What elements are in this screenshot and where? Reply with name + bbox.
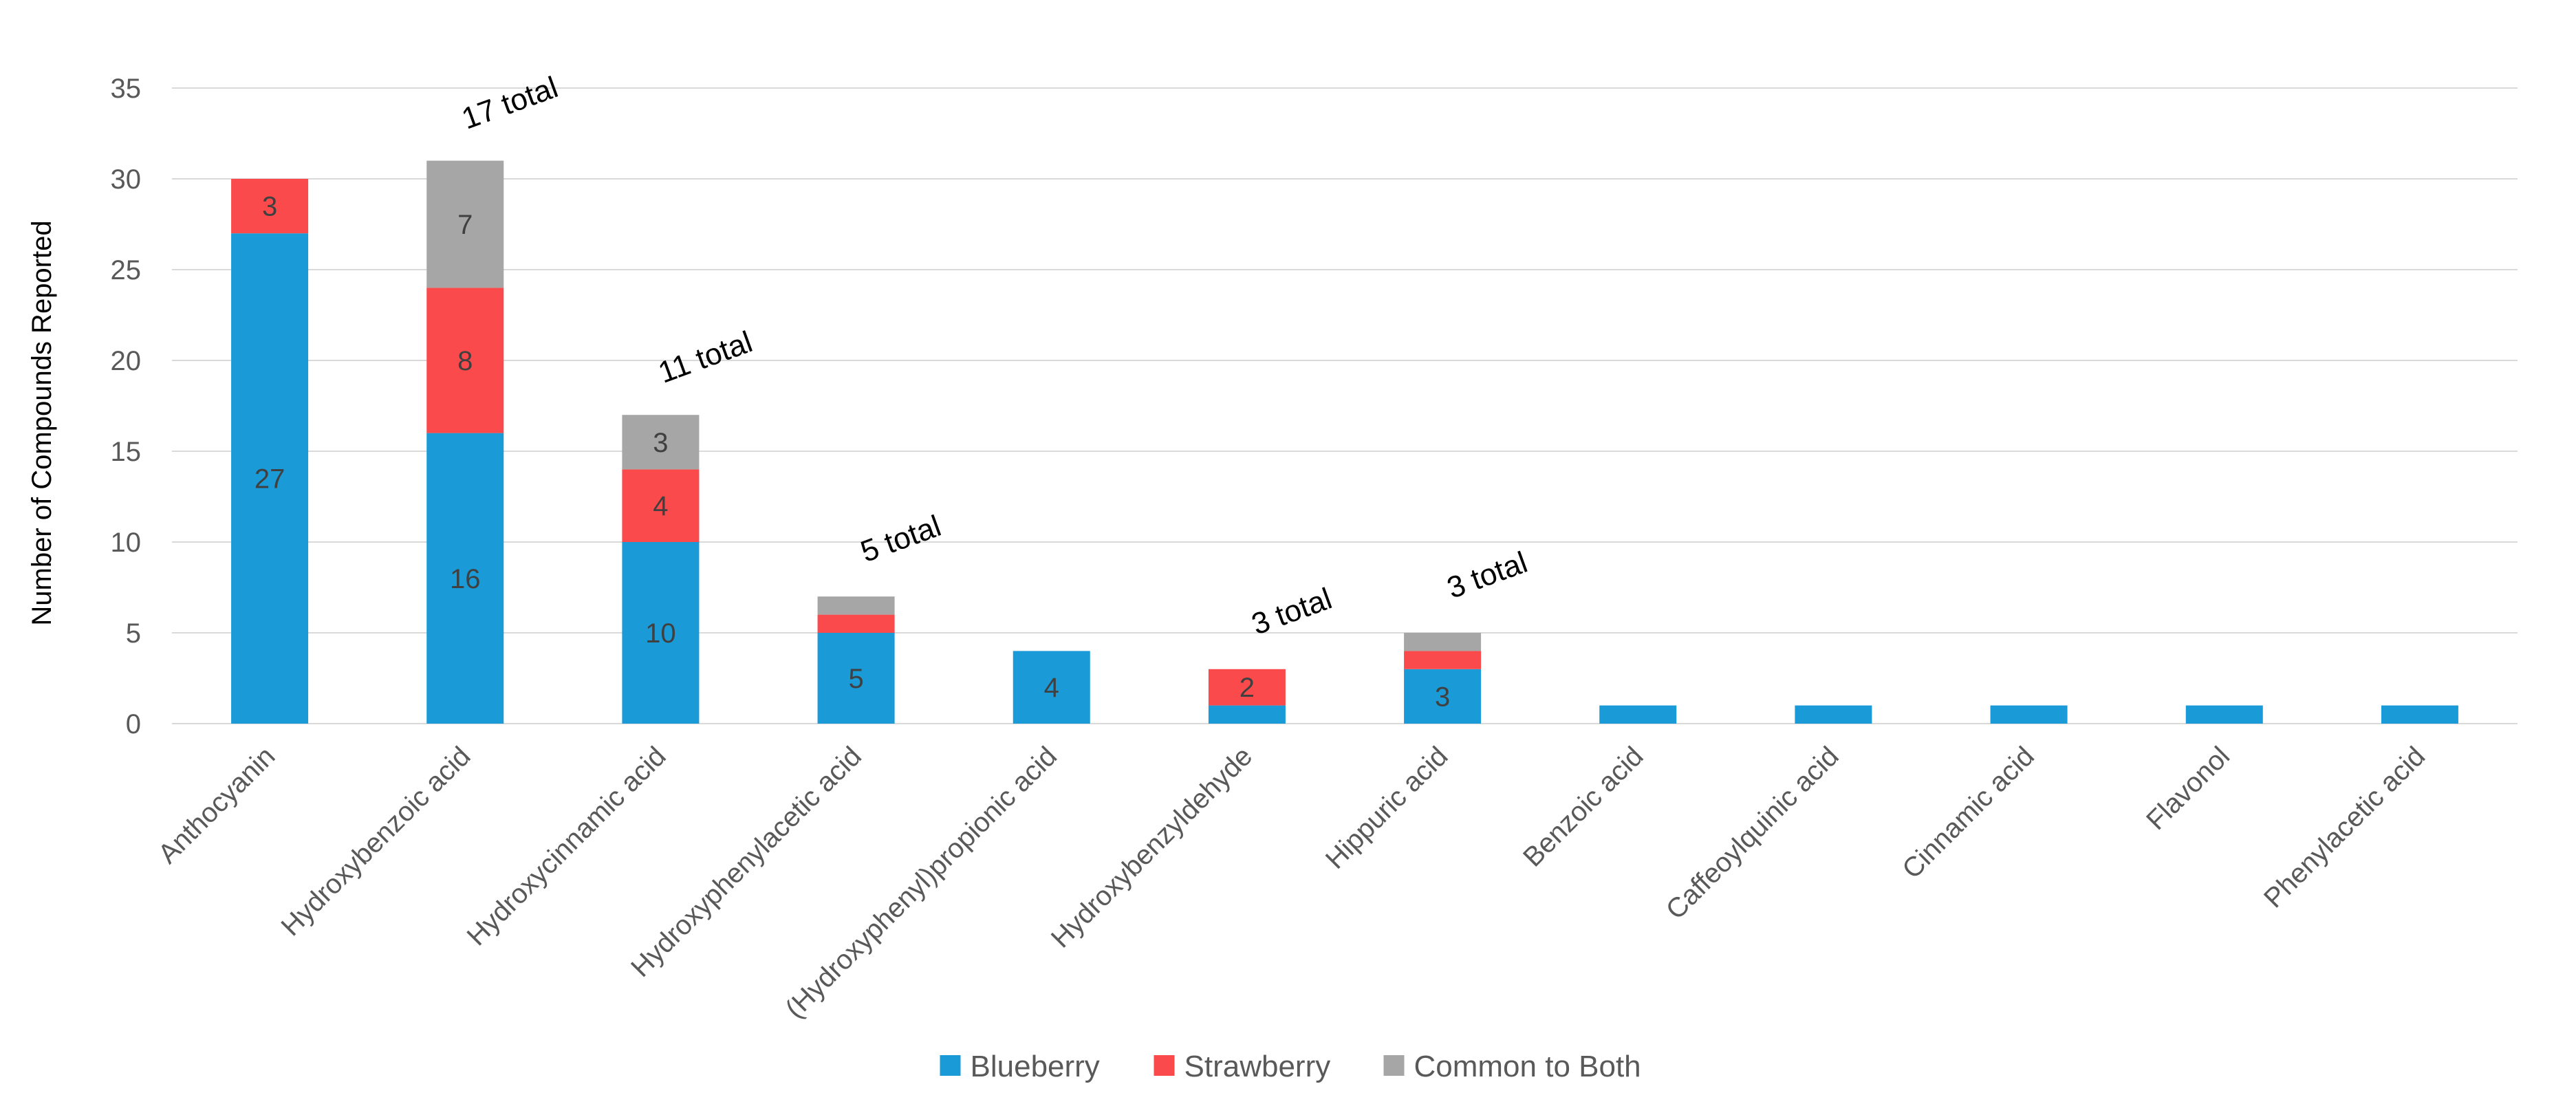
bar-segment-common-to-both [1404,633,1482,651]
y-axis-label: Number of Compounds Reported [27,220,57,625]
x-tick-label: Anthocyanin [153,741,281,869]
y-tick-label: 20 [111,346,142,376]
y-tick-label: 10 [111,528,142,558]
legend-label: Blueberry [971,1050,1100,1083]
bar-segment-blueberry [2381,705,2458,724]
data-label: 4 [1044,673,1059,703]
y-tick-label: 0 [126,709,141,739]
bar-segment-strawberry [622,469,700,542]
legend-swatch-blueberry [940,1055,961,1076]
total-annotation: 17 total [457,70,562,136]
data-label: 5 [848,664,863,694]
y-tick-label: 25 [111,255,142,285]
bar-segment-blueberry [1599,705,1677,724]
bar-segment-blueberry [1795,705,1872,724]
legend-swatch-strawberry [1154,1055,1175,1076]
x-tick-label: Phenylacetic acid [2258,741,2431,913]
data-label: 7 [457,210,473,240]
x-tick-label: Hydroxyphenylacetic acid [625,741,867,983]
total-annotation: 11 total [654,325,757,389]
bar-segment-strawberry [1208,669,1286,706]
bars [231,160,2458,724]
y-tick-label: 35 [111,74,142,104]
data-label: 8 [457,346,473,376]
bar-segment-blueberry [2185,705,2263,724]
bar-segment-blueberry [231,233,309,724]
data-label: 3 [1435,682,1450,712]
y-tick-label: 30 [111,164,142,195]
x-tick-label: Benzoic acid [1517,741,1649,872]
bar-segment-common-to-both [817,596,895,615]
x-tick-label: Hydroxybenzyldehyde [1046,741,1258,953]
data-label: 3 [262,192,277,222]
data-label: 16 [450,564,481,594]
bar-segment-common-to-both [426,160,504,288]
bar-segment-strawberry [817,614,895,633]
bar-segment-blueberry [426,433,504,724]
bar-segment-blueberry [817,633,895,724]
y-tick-label: 15 [111,437,142,467]
x-tick-label: Cinnamic acid [1896,741,2040,885]
legend-swatch-common-to-both [1383,1055,1405,1076]
x-tick-label: Hydroxybenzoic acid [276,741,477,942]
x-tick-label: Hippuric acid [1320,741,1454,875]
gridlines [172,87,2518,724]
bar-segment-blueberry [1013,651,1090,724]
x-tick-label: Hydroxycinnamic acid [462,741,672,951]
bar-segment-blueberry [622,542,700,724]
data-label: 27 [255,464,285,495]
y-tick-label: 5 [126,618,141,649]
data-label: 2 [1240,673,1255,703]
bar-segment-blueberry [1208,705,1286,724]
bar-segment-strawberry [426,288,504,433]
total-annotation: 5 total [856,509,945,569]
bar-segment-common-to-both [622,415,700,470]
legend: Blueberry Strawberry Common to Both [940,1050,1641,1083]
data-label: 10 [645,618,676,649]
bar-segment-strawberry [1404,651,1482,669]
bar-segment-blueberry [1990,705,2068,724]
x-tick-label: Flavonol [2141,741,2236,836]
total-annotation: 3 total [1442,545,1531,605]
legend-label: Strawberry [1184,1050,1331,1083]
bar-segment-blueberry [1404,669,1482,724]
bar-segment-strawberry [231,179,309,234]
data-label: 4 [653,491,668,521]
x-tick-label: Caffeoylquinic acid [1660,741,1845,925]
data-label: 3 [653,428,668,458]
legend-label: Common to Both [1414,1050,1641,1083]
